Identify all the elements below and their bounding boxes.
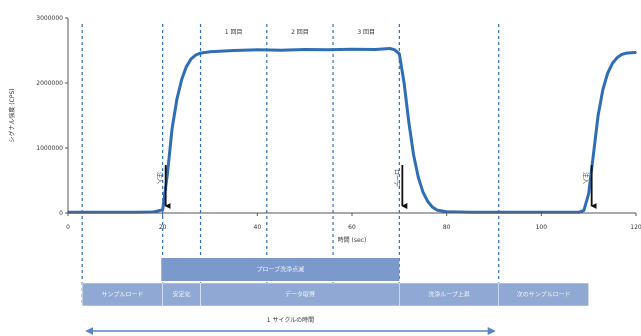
phase-segment-label-0: サンプルロード xyxy=(102,292,144,299)
data-point-48 xyxy=(621,53,623,56)
data-point-12 xyxy=(195,54,197,56)
data-point-25 xyxy=(403,82,405,84)
y-tick-label-1: 1000000 xyxy=(36,145,63,152)
data-point-45 xyxy=(606,72,609,75)
data-point-29 xyxy=(422,191,424,193)
data-point-9 xyxy=(180,79,183,81)
data-point-6 xyxy=(166,173,169,175)
data-point-15 xyxy=(232,49,235,52)
arrow-label-0: 注入 xyxy=(156,172,164,184)
data-point-26 xyxy=(408,121,410,123)
phase-segment-label-3: 洗浄ループ上昇 xyxy=(428,291,470,299)
data-point-32 xyxy=(436,209,439,211)
arrow-label-1: ローデ xyxy=(392,169,400,187)
y-tick-label-3: 3000000 xyxy=(36,15,63,22)
data-point-50 xyxy=(635,51,637,54)
data-point-27 xyxy=(412,153,415,156)
data-point-14 xyxy=(209,51,211,53)
data-point-44 xyxy=(602,88,604,91)
data-point-13 xyxy=(199,52,202,54)
x-tick-label-1: 20 xyxy=(159,224,167,231)
data-point-42 xyxy=(592,153,595,156)
data-point-30 xyxy=(426,200,429,203)
data-point-11 xyxy=(190,58,192,60)
data-point-8 xyxy=(176,98,178,100)
data-point-21 xyxy=(374,48,377,51)
data-point-5 xyxy=(161,209,164,211)
data-point-46 xyxy=(611,62,614,65)
x-tick-label-2: 40 xyxy=(254,224,262,231)
data-point-18 xyxy=(303,48,306,51)
data-point-49 xyxy=(625,52,628,54)
data-point-7 xyxy=(171,127,173,130)
cycle-label: 1 サイクルの時間 xyxy=(267,316,314,324)
data-point-10 xyxy=(185,66,188,68)
x-tick-label-0: 0 xyxy=(66,224,70,231)
data-point-31 xyxy=(431,206,434,208)
phase-segment-label-2: データ取得 xyxy=(285,291,315,299)
x-tick-label-4: 80 xyxy=(443,224,451,231)
read-label-3: 3 回目 xyxy=(357,29,375,36)
x-tick-label-5: 100 xyxy=(536,224,548,231)
phase-segment-4 xyxy=(498,282,589,307)
x-tick-label-3: 60 xyxy=(348,224,356,231)
data-point-43 xyxy=(597,114,599,117)
data-point-23 xyxy=(393,49,396,51)
arrow-label-2: 注入 xyxy=(582,172,590,184)
upper-band xyxy=(161,258,400,281)
data-point-24 xyxy=(398,53,401,55)
series-line-0 xyxy=(67,47,637,214)
axes: 0 20 40 60 80 100 120 0 1000000 2000000 3000000 時間 … xyxy=(8,15,641,244)
y-tick-label-0: 0 xyxy=(59,210,63,217)
phase-segment-label-1: 安定化 xyxy=(173,291,191,299)
data-point-17 xyxy=(280,49,282,51)
y-tick-label-2: 2000000 xyxy=(36,80,63,87)
x-axis-label: 時間 (sec) xyxy=(338,236,367,244)
x-tick-label-6: 120 xyxy=(630,224,641,231)
read-label-1: 1 回目 xyxy=(225,29,243,36)
data-point-19 xyxy=(327,49,330,51)
upper-band-label: プローブ洗浄点滅 xyxy=(256,266,304,274)
data-point-20 xyxy=(351,48,353,50)
data-point-40 xyxy=(583,209,585,212)
data-point-33 xyxy=(445,210,448,213)
y-axis-label: シグナル強度 (CPS) xyxy=(8,88,16,142)
data-point-22 xyxy=(389,47,391,50)
data-point-16 xyxy=(256,49,259,51)
data-point-47 xyxy=(616,56,618,59)
data-point-28 xyxy=(417,176,420,179)
phase-segment-label-4: 次のサンプルロード xyxy=(517,291,571,299)
data-series xyxy=(67,47,637,214)
read-label-2: 2 回目 xyxy=(291,29,309,36)
data-point-41 xyxy=(587,192,590,195)
data-point-4 xyxy=(152,211,154,213)
